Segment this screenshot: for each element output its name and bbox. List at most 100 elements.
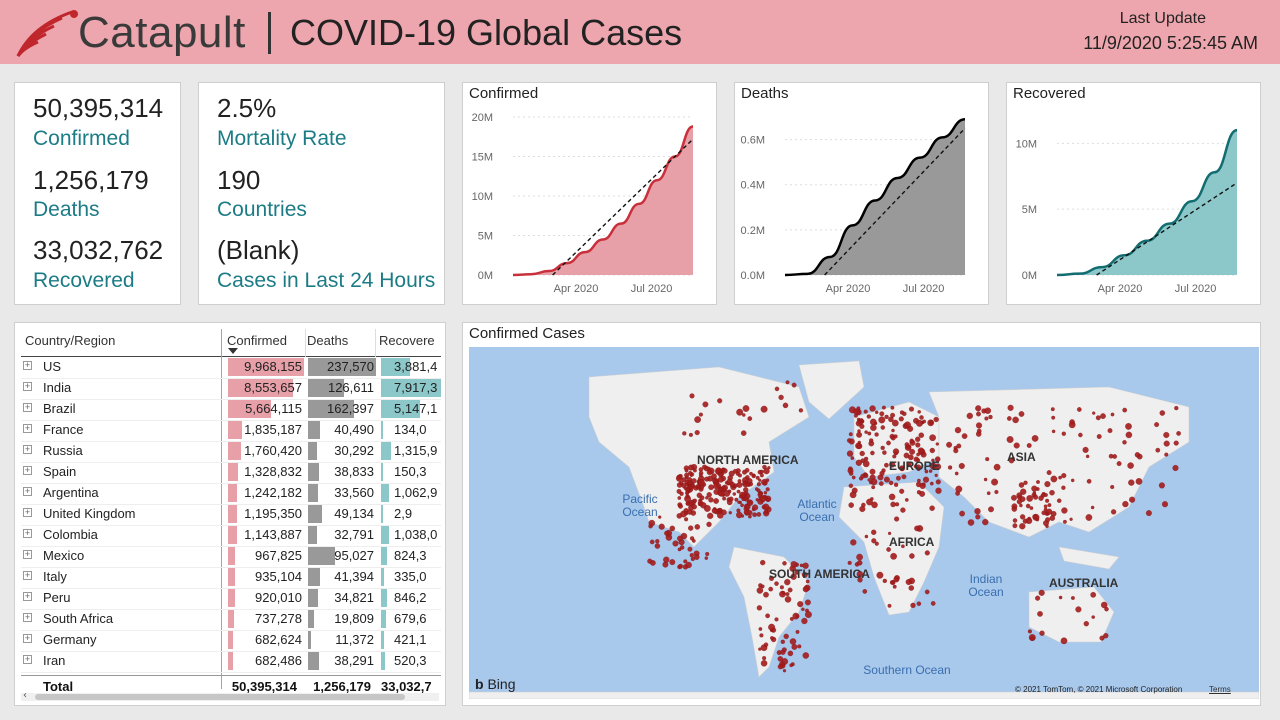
case-dot [904, 498, 909, 502]
horizontal-scrollbar[interactable]: ‹ [21, 690, 439, 701]
case-dot [933, 416, 939, 423]
scroll-left-icon[interactable]: ‹ [23, 690, 27, 701]
confirmed-value: 9,968,155 [244, 359, 302, 374]
deaths-value: 38,291 [334, 653, 374, 668]
recovered-chart[interactable]: Recovered 0M 5M 10M Apr 2020 Jul 2020 [1006, 82, 1261, 305]
terms-link[interactable]: Terms [1209, 685, 1231, 694]
confirmed-chart[interactable]: Confirmed 0M 5M 10M 15M 20M Apr 2020 Jul 2020 [462, 82, 717, 305]
table-row[interactable]: + Iran 682,486 38,291 520,3 [21, 651, 441, 673]
case-dot [890, 552, 897, 560]
case-dot [1043, 507, 1048, 512]
case-dot [1085, 514, 1093, 521]
case-dot [758, 647, 762, 651]
recovered-cell: 134,0 [381, 421, 441, 439]
table-row[interactable]: + Brazil 5,664,115 162,397 5,147,1 [21, 399, 441, 421]
case-dot [871, 529, 877, 535]
case-dot [1061, 507, 1068, 514]
case-dot [721, 484, 728, 491]
table-row[interactable]: + Argentina 1,242,182 33,560 1,062,9 [21, 483, 441, 505]
case-dot [1090, 505, 1095, 510]
case-dot [881, 405, 886, 410]
table-row[interactable]: + Russia 1,760,420 30,292 1,315,9 [21, 441, 441, 463]
deaths-bar [308, 568, 320, 586]
confirmed-bar [228, 610, 234, 628]
header-confirmed[interactable]: Confirmed [227, 333, 287, 348]
case-dot [694, 416, 701, 423]
table-row[interactable]: + Spain 1,328,832 38,833 150,3 [21, 462, 441, 484]
expand-icon[interactable]: + [23, 591, 32, 601]
table-row[interactable]: + South Africa 737,278 19,809 679,6 [21, 609, 441, 631]
expand-icon[interactable]: + [23, 528, 32, 538]
recovered-cell: 3,881,4 [381, 358, 441, 376]
case-dot [884, 462, 889, 468]
expand-icon[interactable]: + [23, 486, 32, 496]
recovered-chart-svg: 0M 5M 10M Apr 2020 Jul 2020 [1016, 128, 1238, 295]
expand-icon[interactable]: + [23, 381, 32, 391]
column-divider [375, 329, 376, 357]
sort-desc-icon[interactable] [228, 348, 238, 354]
country-table[interactable]: Country/Region Confirmed Deaths Recovere… [14, 322, 446, 706]
scrollbar-thumb[interactable] [35, 694, 405, 700]
table-row[interactable]: + Italy 935,104 41,394 335,0 [21, 567, 441, 589]
deaths-chart[interactable]: Deaths 0.0M 0.2M 0.4M 0.6M Apr 2020 Jul 2020 [734, 82, 989, 305]
expand-icon[interactable]: + [23, 612, 32, 622]
table-row[interactable]: + India 8,553,657 126,611 7,917,3 [21, 378, 441, 400]
world-map[interactable] [469, 347, 1259, 699]
landmass [588, 366, 810, 548]
table-row[interactable]: + France 1,835,187 40,490 134,0 [21, 420, 441, 442]
landmass [469, 691, 1259, 699]
case-dot [1060, 637, 1068, 645]
expand-icon[interactable]: + [23, 444, 32, 454]
table-row[interactable]: + United Kingdom 1,195,350 49,134 2,9 [21, 504, 441, 526]
table-row[interactable]: + Colombia 1,143,887 32,791 1,038,0 [21, 525, 441, 547]
table-row[interactable]: + Germany 682,624 11,372 421,1 [21, 630, 441, 652]
map-card[interactable]: Confirmed Cases NORTH AMERICA EUROPE ASI… [462, 322, 1261, 706]
case-dot [754, 487, 759, 491]
header-bar: Catapult COVID-19 Global Cases Last Upda… [0, 0, 1280, 64]
case-dot [929, 447, 935, 454]
case-dot [890, 405, 895, 410]
header-recovered[interactable]: Recovere [379, 333, 435, 348]
case-dot [1125, 431, 1133, 439]
case-dot [784, 596, 792, 603]
continent-label: NORTH AMERICA [697, 453, 799, 467]
table-row[interactable]: + US 9,968,155 237,570 3,881,4 [21, 357, 441, 379]
case-dot [1069, 517, 1073, 521]
expand-icon[interactable]: + [23, 465, 32, 475]
case-dot [787, 650, 794, 657]
recovered-value: 1,315,9 [394, 443, 438, 458]
kpi-card-rates[interactable]: 2.5% Mortality Rate 190 Countries (Blank… [198, 82, 445, 305]
expand-icon[interactable]: + [23, 402, 32, 412]
expand-icon[interactable]: + [23, 423, 32, 433]
case-dot [732, 492, 737, 496]
case-dot [974, 508, 981, 515]
expand-icon[interactable]: + [23, 654, 32, 664]
expand-icon[interactable]: + [23, 549, 32, 559]
header-rule [21, 356, 441, 357]
countries-value: 190 [217, 165, 261, 195]
recovered-bar [381, 631, 385, 649]
deaths-value: 126,611 [327, 380, 374, 395]
case-dot [975, 405, 982, 412]
expand-icon[interactable]: + [23, 360, 32, 370]
case-dot [1011, 506, 1018, 512]
case-dot [924, 589, 930, 595]
area-fill [785, 119, 965, 275]
case-dot [1030, 636, 1035, 641]
case-dot [874, 541, 879, 546]
case-dot [682, 431, 687, 436]
case-dot [795, 629, 800, 634]
deaths-value: 32,791 [334, 527, 374, 542]
header-deaths[interactable]: Deaths [307, 333, 349, 348]
header-country[interactable]: Country/Region [25, 333, 116, 348]
case-dot [850, 539, 857, 546]
case-dot [984, 407, 992, 414]
kpi-card-totals[interactable]: 50,395,314 Confirmed 1,256,179 Deaths 33… [14, 82, 181, 305]
case-dot [728, 496, 734, 502]
case-dot [688, 525, 694, 531]
table-row[interactable]: + Peru 920,010 34,821 846,2 [21, 588, 441, 610]
table-row[interactable]: + Mexico 967,825 95,027 824,3 [21, 546, 441, 568]
expand-icon[interactable]: + [23, 570, 32, 580]
expand-icon[interactable]: + [23, 507, 32, 517]
expand-icon[interactable]: + [23, 633, 32, 643]
